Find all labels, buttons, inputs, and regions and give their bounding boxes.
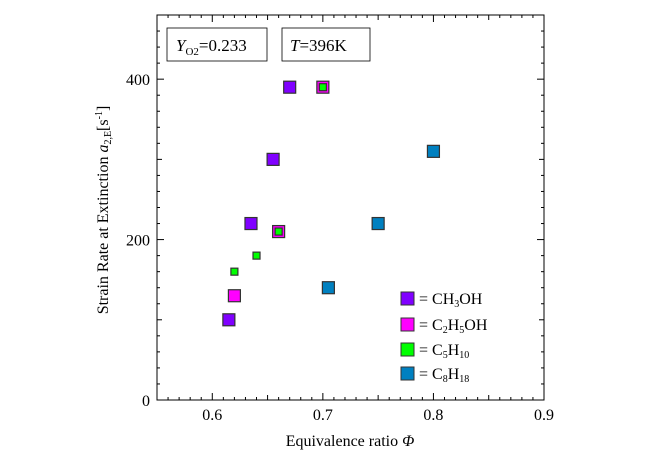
point-c5h10 bbox=[318, 83, 327, 92]
x-tick-label: 0.9 bbox=[534, 407, 554, 424]
data-points bbox=[222, 80, 441, 327]
svg-text:= CH3OH: = CH3OH bbox=[419, 291, 483, 310]
point-c2h5oh bbox=[227, 289, 241, 303]
svg-text:T=396K: T=396K bbox=[290, 36, 348, 55]
point-c8h18 bbox=[371, 216, 385, 231]
tick-labels: 0.6 0.7 0.8 0.9 0 200 400 bbox=[126, 72, 554, 424]
point-c8h18 bbox=[321, 281, 335, 295]
point-c8h18 bbox=[426, 144, 441, 158]
point-ch3oh bbox=[283, 80, 297, 94]
y-tick-label: 0 bbox=[142, 393, 150, 410]
y-axis-label: Strain Rate at Extinction a2,E[s-1] bbox=[94, 106, 114, 315]
x-tick-label: 0.7 bbox=[313, 407, 333, 424]
x-tick-label: 0.6 bbox=[202, 407, 222, 424]
legend-item-c2h5oh: = C2H5OH bbox=[400, 317, 488, 336]
point-c5h10 bbox=[252, 251, 261, 260]
point-c5h10 bbox=[230, 267, 239, 276]
y-tick-label: 400 bbox=[126, 72, 150, 89]
annotation-yo2: YO2=0.233 bbox=[166, 27, 268, 62]
plot-frame bbox=[156, 14, 545, 401]
svg-text:= C2H5OH: = C2H5OH bbox=[419, 317, 488, 336]
legend-item-ch3oh: = CH3OH bbox=[400, 291, 483, 310]
point-ch3oh bbox=[244, 216, 258, 231]
point-c5h10 bbox=[274, 227, 283, 236]
legend-item-c8h18: = C8H18 bbox=[400, 366, 469, 385]
point-ch3oh bbox=[266, 152, 280, 166]
svg-text:= C8H18: = C8H18 bbox=[419, 366, 469, 385]
y-tick-label: 200 bbox=[126, 233, 150, 250]
svg-text:YO2=0.233: YO2=0.233 bbox=[176, 36, 247, 58]
svg-text:= C5H10: = C5H10 bbox=[419, 342, 469, 361]
axis-ticks bbox=[156, 14, 545, 401]
x-tick-label: 0.8 bbox=[423, 407, 443, 424]
legend: = CH3OH = C2H5OH = C5H10 = C8H18 bbox=[400, 291, 488, 385]
x-axis-label: Equivalence ratio Φ bbox=[286, 433, 415, 450]
point-ch3oh bbox=[222, 313, 236, 327]
legend-item-c5h10: = C5H10 bbox=[400, 342, 469, 361]
annotation-temperature: T=396K bbox=[281, 27, 371, 62]
